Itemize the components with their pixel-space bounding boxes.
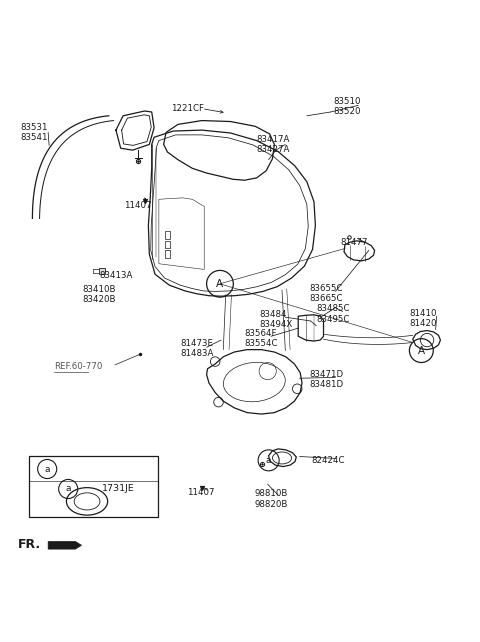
Text: 11407: 11407: [188, 489, 215, 498]
Bar: [165, 241, 170, 248]
Bar: [29, 456, 158, 517]
Text: 11407: 11407: [124, 201, 152, 210]
Text: FR.: FR.: [18, 538, 41, 551]
Text: 83485C
83495C: 83485C 83495C: [316, 304, 350, 324]
Bar: [165, 231, 170, 239]
Text: 83471D
83481D: 83471D 83481D: [309, 370, 343, 389]
Text: 1731JE: 1731JE: [102, 485, 134, 494]
Text: 83413A: 83413A: [99, 271, 132, 280]
Text: a: a: [65, 485, 71, 494]
Text: 83417A
83427A: 83417A 83427A: [257, 135, 290, 154]
Text: 81477: 81477: [340, 238, 368, 247]
Text: 83510
83520: 83510 83520: [333, 96, 360, 116]
Text: 83564F
83554C: 83564F 83554C: [245, 329, 278, 349]
Text: a: a: [266, 456, 271, 465]
Text: a: a: [45, 465, 50, 474]
Text: A: A: [216, 279, 224, 289]
Text: 81410
81420: 81410 81420: [409, 309, 437, 328]
Text: 82424C: 82424C: [312, 456, 345, 465]
Text: 81473E
81483A: 81473E 81483A: [180, 339, 214, 358]
Text: 83484
83494X: 83484 83494X: [259, 310, 292, 329]
Text: 83410B
83420B: 83410B 83420B: [83, 285, 116, 304]
Text: REF.60-770: REF.60-770: [54, 362, 102, 371]
Bar: [165, 250, 170, 258]
Text: 83531
83541: 83531 83541: [21, 123, 48, 142]
Text: A: A: [418, 345, 425, 356]
Text: 83655C
83665C: 83655C 83665C: [309, 284, 343, 303]
Polygon shape: [48, 541, 82, 549]
Text: 98810B
98820B: 98810B 98820B: [254, 489, 288, 508]
Text: 1221CF: 1221CF: [171, 104, 204, 113]
